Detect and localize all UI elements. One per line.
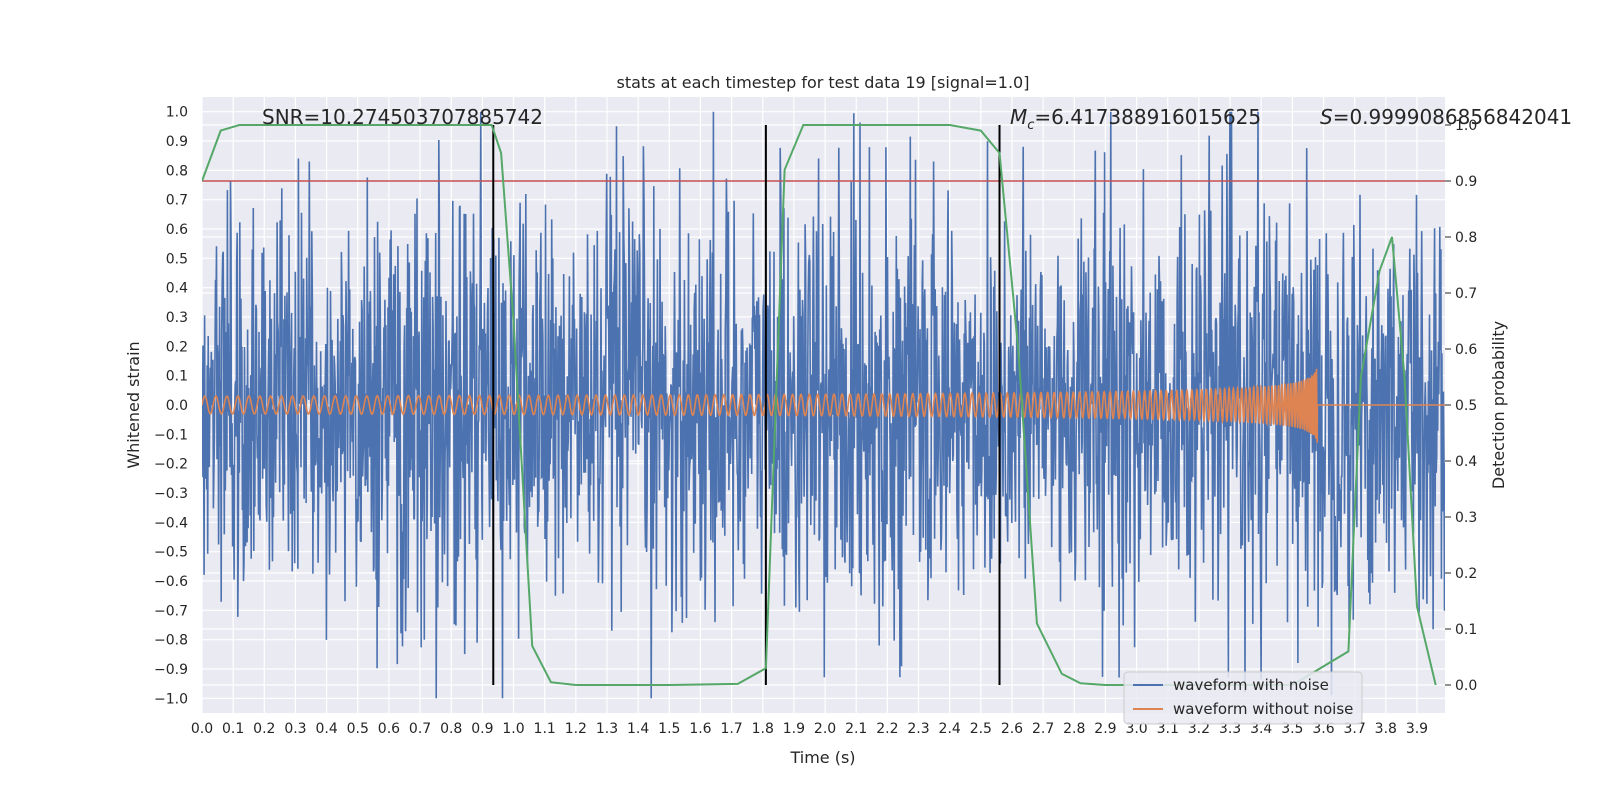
- x-tick-label: 2.3: [907, 721, 929, 737]
- y-tick-label: −1.0: [154, 691, 188, 707]
- x-tick-label: 0.0: [191, 721, 213, 737]
- mc-subscript: c: [1027, 118, 1034, 133]
- y-tick-label: −0.1: [154, 427, 188, 443]
- y2-tick-label: 0.7: [1455, 286, 1477, 302]
- s-value: =0.9999086856842041: [1333, 105, 1572, 129]
- y-tick-label: 0.9: [166, 134, 188, 150]
- x-tick-label: 1.6: [689, 721, 711, 737]
- chart-title: stats at each timestep for test data 19 …: [617, 73, 1030, 92]
- y2-tick-label: 0.6: [1455, 342, 1477, 358]
- y-tick-label: 0.4: [166, 281, 188, 297]
- series-waveform-without-noise: [202, 368, 1445, 443]
- x-tick-label: 3.7: [1344, 721, 1366, 737]
- y-tick-label: −0.8: [154, 633, 188, 649]
- x-tick-label: 2.5: [970, 721, 992, 737]
- y-tick-label: 1.0: [166, 105, 188, 121]
- plot-area: [202, 111, 1445, 699]
- y-tick-label: −0.2: [154, 457, 188, 473]
- x-axis-label: Time (s): [789, 748, 855, 767]
- y-axis-ticks: 1.0 0.9 0.8 0.7 0.6 0.5 0.4 0.3 0.2 0.1 0.0 −0.1 −0.…: [154, 105, 188, 708]
- y-tick-label: −0.5: [154, 545, 188, 561]
- x-tick-label: 1.0: [502, 721, 524, 737]
- x-tick-label: 2.9: [1094, 721, 1116, 737]
- y-tick-label: −0.7: [154, 603, 188, 619]
- y-tick-label: −0.6: [154, 574, 188, 590]
- x-tick-label: 1.1: [534, 721, 556, 737]
- y-tick-label: 0.8: [166, 163, 188, 179]
- y-tick-label: 0.5: [166, 251, 188, 267]
- x-tick-label: 3.2: [1188, 721, 1210, 737]
- y2-tick-label: 0.5: [1455, 398, 1477, 414]
- x-tick-label: 2.7: [1032, 721, 1054, 737]
- x-tick-label: 2.0: [814, 721, 836, 737]
- y2-tick-label: 0.3: [1455, 510, 1477, 526]
- x-tick-label: 2.1: [845, 721, 867, 737]
- y-tick-label: −0.3: [154, 486, 188, 502]
- x-tick-label: 1.2: [565, 721, 587, 737]
- s-annotation: S=0.9999086856842041: [1320, 105, 1572, 129]
- y-tick-label: 0.7: [166, 193, 188, 209]
- series-waveform-with-noise: [202, 111, 1445, 699]
- x-tick-label: 3.5: [1281, 721, 1303, 737]
- y2-tick-label: 0.4: [1455, 454, 1477, 470]
- x-tick-label: 3.0: [1125, 721, 1147, 737]
- x-tick-label: 0.6: [378, 721, 400, 737]
- x-tick-label: 0.8: [440, 721, 462, 737]
- x-tick-label: 0.4: [315, 721, 337, 737]
- x-tick-label: 0.9: [471, 721, 493, 737]
- y-tick-label: 0.6: [166, 222, 188, 238]
- y-axis-label: Whitened strain: [124, 341, 143, 468]
- s-symbol: S: [1320, 105, 1333, 129]
- y-tick-label: 0.0: [166, 398, 188, 414]
- y-tick-label: −0.4: [154, 515, 188, 531]
- x-tick-label: 2.4: [939, 721, 961, 737]
- mc-symbol: M: [1010, 105, 1027, 129]
- y2-tick-label: 0.8: [1455, 230, 1477, 246]
- legend-noise-label: waveform with noise: [1173, 676, 1329, 694]
- y2-axis-label: Detection probability: [1489, 321, 1508, 489]
- x-tick-label: 2.2: [876, 721, 898, 737]
- y2-tick-label: 0.2: [1455, 566, 1477, 582]
- snr-annotation: SNR=10.274503707885742: [262, 105, 543, 129]
- x-tick-label: 3.3: [1219, 721, 1241, 737]
- y-tick-label: 0.2: [166, 339, 188, 355]
- legend-box: [1123, 671, 1363, 725]
- y2-tick-label: 0.0: [1455, 678, 1477, 694]
- x-tick-label: 2.6: [1001, 721, 1023, 737]
- x-tick-label: 0.2: [253, 721, 275, 737]
- x-tick-label: 1.8: [752, 721, 774, 737]
- x-tick-label: 3.4: [1250, 721, 1272, 737]
- x-axis-ticks: 0.0 0.1 0.2 0.3 0.4 0.5 0.6 0.7 0.8 0.9 1.0 1.1 1.2 1…: [191, 721, 1428, 737]
- x-tick-label: 0.7: [409, 721, 431, 737]
- mc-value: =6.417388916015625: [1034, 105, 1261, 129]
- y2-axis-ticks: 1.0 0.9 0.8 0.7 0.6 0.5 0.4 0.3 0.2 0.1 0.0: [1445, 118, 1477, 694]
- series-detection-probability: [202, 124, 1437, 686]
- x-tick-label: 1.3: [596, 721, 618, 737]
- x-tick-label: 1.5: [658, 721, 680, 737]
- x-tick-label: 1.9: [783, 721, 805, 737]
- y2-tick-label: 1.0: [1455, 118, 1477, 134]
- y-tick-label: 0.1: [166, 369, 188, 385]
- legend-clean-label: waveform without noise: [1173, 700, 1353, 718]
- y2-tick-label: 0.9: [1455, 174, 1477, 190]
- y-tick-label: −0.9: [154, 662, 188, 678]
- x-tick-label: 1.4: [627, 721, 649, 737]
- x-tick-label: 0.1: [222, 721, 244, 737]
- legend: waveform with noise waveform without noi…: [1123, 671, 1363, 725]
- x-tick-label: 0.3: [284, 721, 306, 737]
- y-tick-label: 0.3: [166, 310, 188, 326]
- x-tick-label: 3.8: [1375, 721, 1397, 737]
- mc-annotation: Mc=6.417388916015625: [1010, 105, 1261, 133]
- x-tick-label: 2.8: [1063, 721, 1085, 737]
- y2-tick-label: 0.1: [1455, 622, 1477, 638]
- x-tick-label: 3.6: [1312, 721, 1334, 737]
- x-tick-label: 1.7: [720, 721, 742, 737]
- x-tick-label: 3.9: [1406, 721, 1428, 737]
- x-tick-label: 3.1: [1157, 721, 1179, 737]
- x-tick-label: 0.5: [347, 721, 369, 737]
